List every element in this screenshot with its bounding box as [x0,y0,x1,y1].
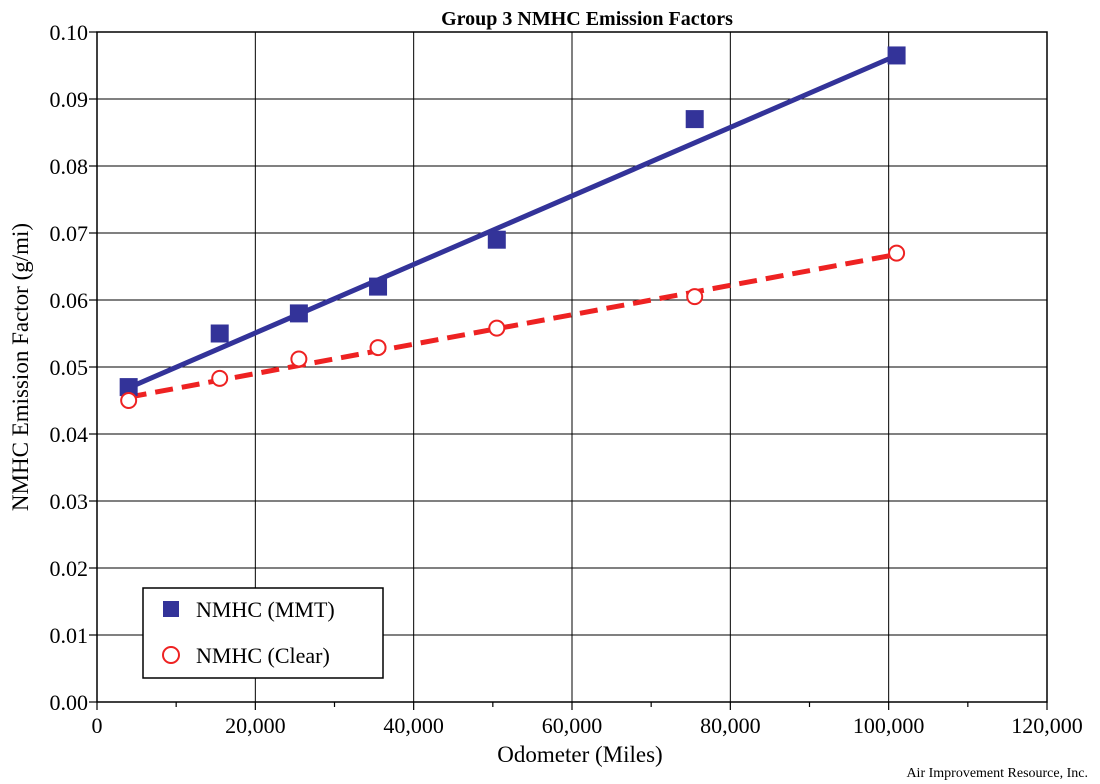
data-point-mmt [119,378,138,397]
legend: NMHC (MMT) NMHC (Clear) [142,587,384,679]
x-axis-ticks: 0 20,000 40,000 60,000 80,000 100,000 120,000 [92,702,1083,738]
data-point-mmt [289,304,308,323]
trend-line-clear [128,251,898,400]
data-point-mmt [210,324,229,343]
data-point-clear [488,319,506,337]
data-point-mmt [887,46,906,65]
legend-label-clear: NMHC (Clear) [196,643,330,668]
y-tick-label: 0.04 [50,422,89,447]
y-tick-label: 0.10 [50,20,89,45]
y-tick-label: 0.07 [50,221,89,246]
x-axis-label: Odometer (Miles) [497,742,662,767]
y-axis-ticks: 0.00 0.01 0.02 0.03 0.04 0.05 0.06 0.07 0.08 0.09… [50,20,97,715]
y-axis-label: NMHC Emission Factor (g/mi) [8,223,33,511]
data-point-clear [120,392,138,409]
y-tick-label: 0.06 [50,288,89,313]
data-point-clear [290,350,308,368]
legend-box [142,587,384,679]
data-point-mmt [487,230,506,249]
credit-text: Air Improvement Resource, Inc. [906,766,1088,781]
trend-lines [127,53,898,400]
x-tick-label: 120,000 [1011,713,1083,738]
y-tick-label: 0.00 [50,690,89,715]
data-point-mmt [685,110,704,129]
data-point-clear [211,369,229,387]
y-tick-label: 0.01 [50,623,89,648]
data-point-clear [686,288,704,306]
x-tick-label: 20,000 [225,713,286,738]
y-tick-label: 0.05 [50,355,89,380]
legend-swatch-clear [162,646,180,664]
data-point-clear [888,244,906,262]
y-tick-label: 0.09 [50,87,89,112]
data-markers [119,46,906,409]
y-tick-label: 0.03 [50,489,89,514]
x-tick-label: 100,000 [853,713,925,738]
x-tick-label: 40,000 [383,713,444,738]
x-tick-label: 60,000 [542,713,603,738]
legend-swatch-mmt [163,601,179,617]
chart-title: Group 3 NMHC Emission Factors [441,8,733,30]
data-point-clear [369,339,387,357]
legend-label-mmt: NMHC (MMT) [196,597,335,622]
x-tick-label: 80,000 [700,713,761,738]
trend-line-mmt [127,53,898,391]
x-tick-label: 0 [92,713,103,738]
y-tick-label: 0.02 [50,556,89,581]
data-point-mmt [369,277,388,296]
y-tick-label: 0.08 [50,154,89,179]
